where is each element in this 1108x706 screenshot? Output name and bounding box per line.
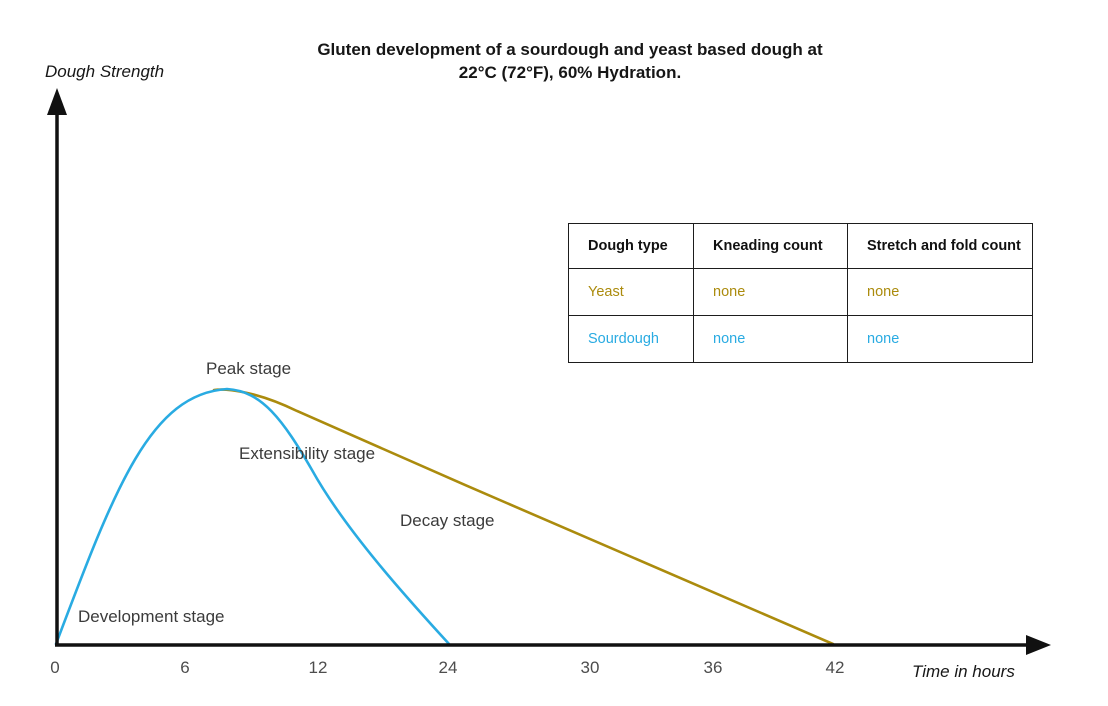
- annotation-extensibility-stage: Extensibility stage: [239, 444, 376, 463]
- sourdough-curve: [54, 387, 451, 646]
- table-header-row: Dough type Kneading count Stretch and fo…: [568, 223, 1033, 269]
- y-axis-label: Dough Strength: [45, 62, 165, 81]
- sourdough-dough-type-cell: Sourdough: [568, 315, 694, 363]
- chart-title-line-1: Gluten development of a sourdough and ye…: [317, 40, 823, 59]
- x-tick-30: 30: [580, 658, 600, 677]
- x-tick-0: 0: [50, 658, 60, 677]
- table-row-sourdough: Sourdough none none: [568, 315, 1033, 363]
- x-tick-42: 42: [825, 658, 845, 677]
- yeast-curve: [212, 388, 835, 646]
- chart-title: Gluten development of a sourdough and ye…: [254, 38, 886, 84]
- x-tick-24: 24: [438, 658, 458, 677]
- x-axis-label: Time in hours: [912, 662, 1015, 681]
- sourdough-kneading-count-cell: none: [693, 315, 848, 363]
- dough-table: Dough type Kneading count Stretch and fo…: [568, 223, 1033, 363]
- header-stretch-fold-count: Stretch and fold count: [847, 223, 1033, 269]
- header-kneading-count: Kneading count: [693, 223, 848, 269]
- annotation-decay-stage: Decay stage: [400, 511, 495, 530]
- x-tick-36: 36: [703, 658, 723, 677]
- chart-title-line-2: 22°C (72°F), 60% Hydration.: [458, 63, 682, 82]
- yeast-dough-type-cell: Yeast: [568, 268, 694, 316]
- table-row-yeast: Yeast none none: [568, 268, 1033, 316]
- yeast-kneading-count-cell: none: [693, 268, 848, 316]
- y-axis-arrowhead: [47, 88, 67, 115]
- yeast-stretch-fold-cell: none: [847, 268, 1033, 316]
- x-tick-12: 12: [308, 658, 328, 677]
- x-tick-6: 6: [180, 658, 190, 677]
- annotation-peak-stage: Peak stage: [206, 359, 292, 378]
- header-dough-type: Dough type: [568, 223, 694, 269]
- x-axis-arrowhead: [1026, 635, 1051, 655]
- sourdough-stretch-fold-cell: none: [847, 315, 1033, 363]
- annotation-development-stage: Development stage: [78, 607, 225, 626]
